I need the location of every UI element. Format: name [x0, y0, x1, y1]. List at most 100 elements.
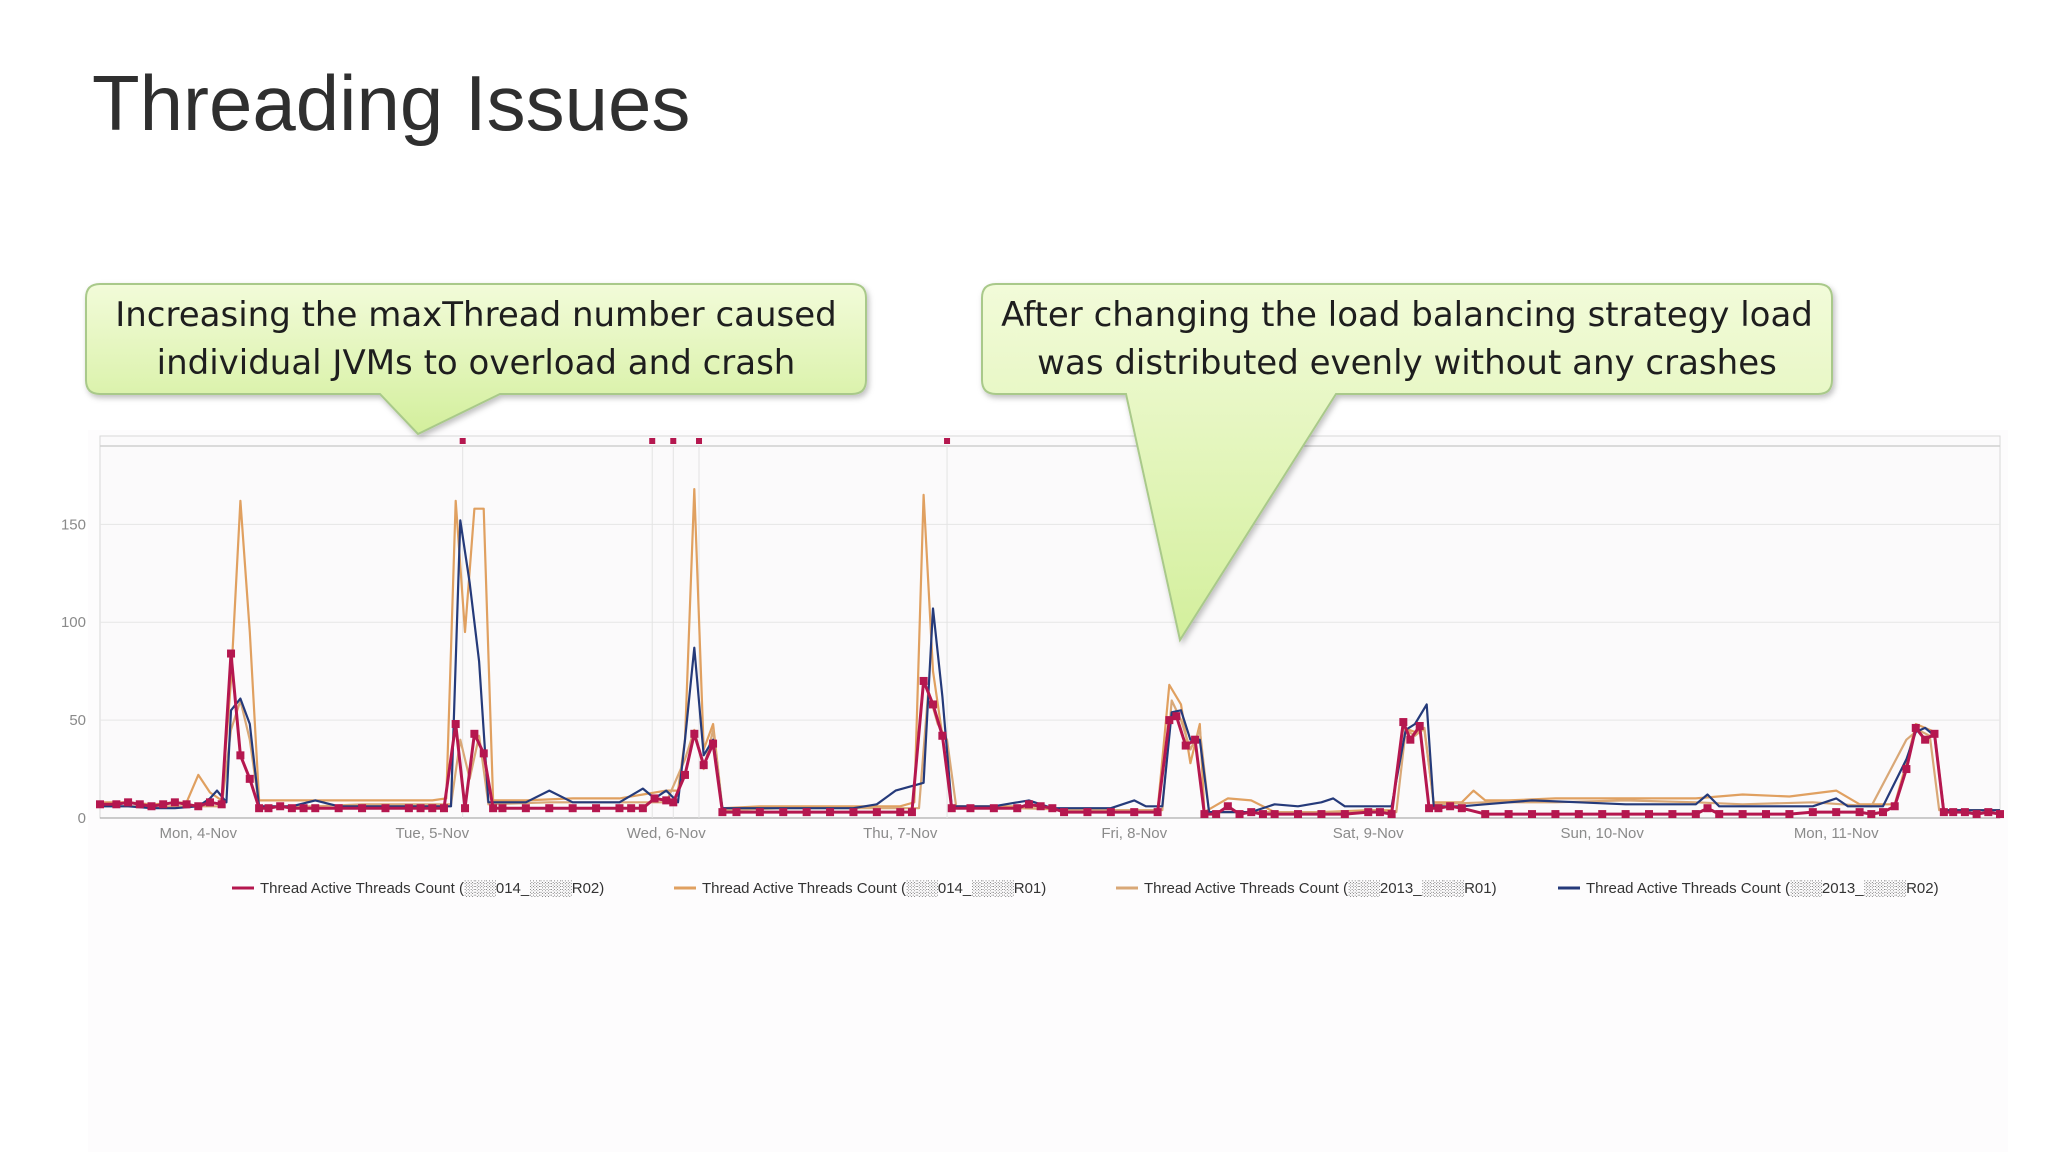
series-0-point-21 — [358, 804, 367, 813]
series-0-point-113 — [1855, 808, 1864, 817]
series-0-point-5 — [159, 800, 168, 809]
series-0-point-44 — [690, 729, 699, 738]
series-0-point-60 — [947, 804, 956, 813]
series-0-point-22 — [381, 804, 390, 813]
series-0-point-112 — [1832, 808, 1841, 817]
series-0-point-17 — [287, 804, 296, 813]
series-0-point-88 — [1387, 810, 1396, 819]
series-0-point-10 — [217, 800, 226, 809]
series-0-point-92 — [1425, 804, 1434, 813]
x-tick-label-5: Sat, 9-Nov — [1333, 825, 1404, 842]
callout-overload-bubble — [85, 283, 867, 436]
series-0-point-33 — [521, 804, 530, 813]
series-0-point-68 — [1083, 808, 1092, 817]
series-0-point-19 — [311, 804, 320, 813]
series-0-point-26 — [439, 804, 448, 813]
series-0-point-31 — [489, 804, 498, 813]
x-tick-label-3: Thu, 7-Nov — [863, 825, 938, 842]
series-0-point-64 — [1024, 800, 1033, 809]
event-marker-2 — [670, 438, 677, 444]
event-marker-0 — [459, 438, 466, 444]
series-0-point-50 — [779, 808, 788, 817]
callout-overload — [85, 283, 867, 436]
x-tick-label-0: Mon, 4-Nov — [160, 825, 238, 842]
series-0-point-107 — [1715, 810, 1724, 819]
series-0-point-79 — [1235, 810, 1244, 819]
series-0-point-95 — [1457, 804, 1466, 813]
series-0-point-97 — [1504, 810, 1513, 819]
series-0-point-106 — [1703, 804, 1712, 813]
series-0-point-54 — [872, 808, 881, 817]
series-0-point-25 — [428, 804, 437, 813]
series-lines — [96, 488, 2004, 819]
series-0-point-1 — [112, 800, 121, 809]
series-0-point-63 — [1013, 804, 1022, 813]
series-0-point-8 — [194, 802, 203, 811]
series-0-point-3 — [135, 800, 144, 809]
event-markers — [459, 438, 951, 818]
series-0-point-85 — [1340, 810, 1349, 819]
series-0-point-4 — [147, 802, 156, 811]
series-0-point-43 — [680, 770, 689, 779]
x-tick-label-2: Wed, 6-Nov — [627, 825, 706, 842]
series-0-point-86 — [1364, 808, 1373, 817]
series-0-point-89 — [1399, 718, 1408, 727]
series-0-point-57 — [919, 676, 928, 685]
series-0-point-116 — [1890, 802, 1899, 811]
series-0-point-6 — [170, 798, 179, 807]
series-0-point-96 — [1481, 810, 1490, 819]
series-0-point-75 — [1191, 735, 1200, 744]
series-0-point-51 — [802, 808, 811, 817]
callout-balanced-line-1: After changing the load balancing strate… — [1001, 295, 1813, 335]
series-0-point-121 — [1939, 808, 1948, 817]
series-0-point-18 — [299, 804, 308, 813]
series-0-point-24 — [416, 804, 425, 813]
series-0-point-34 — [545, 804, 554, 813]
series-0-point-52 — [826, 808, 835, 817]
series-0-point-62 — [989, 804, 998, 813]
x-tick-label-4: Fri, 8-Nov — [1101, 825, 1167, 842]
series-0-point-61 — [966, 804, 975, 813]
series-0-point-84 — [1317, 810, 1326, 819]
series-0-point-101 — [1598, 810, 1607, 819]
x-tick-label-1: Tue, 5-Nov — [395, 825, 469, 842]
series-0-point-12 — [236, 751, 245, 760]
event-marker-4 — [944, 438, 951, 444]
series-0-point-90 — [1406, 735, 1415, 744]
series-0-point-55 — [896, 808, 905, 817]
series-0-point-15 — [264, 804, 273, 813]
series-0-point-102 — [1621, 810, 1630, 819]
series-0-point-115 — [1879, 808, 1888, 817]
series-0-point-123 — [1960, 808, 1969, 817]
series-0-point-108 — [1738, 810, 1747, 819]
series-0-point-11 — [227, 649, 236, 658]
series-0-point-76 — [1200, 810, 1209, 819]
y-tick-label-100: 100 — [61, 614, 86, 631]
series-0-point-48 — [732, 808, 741, 817]
series-0-point-20 — [334, 804, 343, 813]
series-0-point-56 — [907, 808, 916, 817]
series-0-point-81 — [1258, 810, 1267, 819]
series-0-point-105 — [1691, 810, 1700, 819]
series-0-point-74 — [1181, 741, 1190, 750]
series-0-point-70 — [1130, 808, 1139, 817]
series-0-point-91 — [1415, 721, 1424, 730]
series-0-point-36 — [592, 804, 601, 813]
event-marker-1 — [649, 438, 656, 444]
series-0-point-32 — [498, 804, 507, 813]
series-0-point-49 — [755, 808, 764, 817]
series-0-point-87 — [1375, 808, 1384, 817]
y-tick-label-50: 50 — [69, 712, 86, 729]
series-0-point-27 — [451, 720, 460, 729]
y-tick-label-150: 150 — [61, 516, 86, 533]
callout-balanced-bubble — [981, 283, 1833, 643]
series-0-point-72 — [1165, 716, 1174, 725]
series-0-point-109 — [1762, 810, 1771, 819]
series-0-point-35 — [568, 804, 577, 813]
series-0-point-42 — [669, 798, 678, 807]
plot-frame — [99, 435, 2001, 819]
series-0-point-100 — [1574, 810, 1583, 819]
series-0-point-83 — [1294, 810, 1303, 819]
legend-label-2: Thread Active Threads Count (░░░2013_░░░… — [1144, 880, 1497, 897]
series-0-point-73 — [1172, 712, 1181, 721]
